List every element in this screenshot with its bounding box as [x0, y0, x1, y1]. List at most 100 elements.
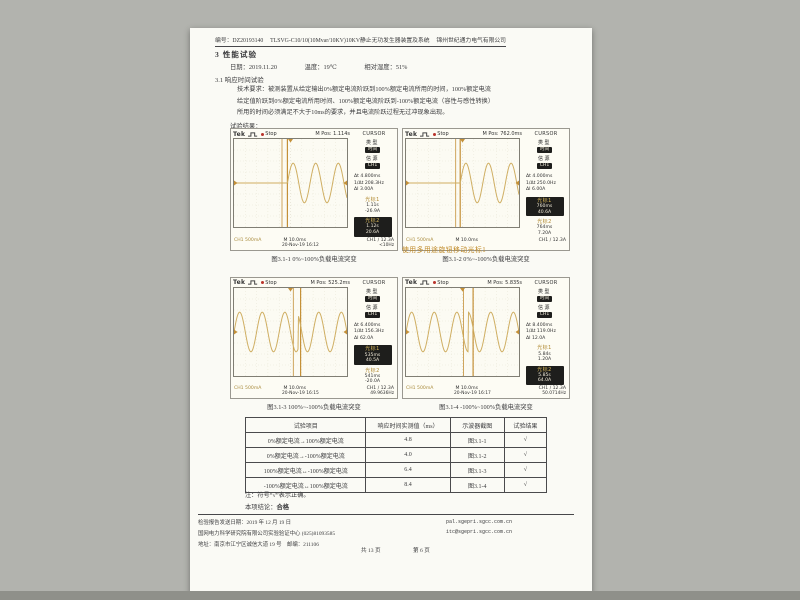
graticule: [405, 286, 520, 377]
subsection-heading: 3.1 响应时间试验: [215, 77, 264, 84]
cursor-menu-title: CURSOR: [534, 131, 558, 137]
test-temperature: 温度：19℃: [304, 64, 337, 71]
cursor-menu-panel: 类型 时间 信源 CH1 Δt 4.000ms 1/Δt 250.0Hz ΔI 6.…: [522, 138, 567, 237]
table-cell: 4.8: [365, 432, 451, 448]
cursor-type-label: 类型: [365, 288, 379, 295]
scope-body: 类型 时间 信源 CH1 Δt 8.400ms 1/Δt 119.0Hz ΔI 12…: [405, 286, 567, 386]
total-pages: 共 13 页: [361, 548, 381, 554]
tek-logo: Tek: [233, 130, 246, 138]
graticule: [405, 138, 520, 228]
delta-readouts: Δt 4.800ms 1/Δt 208.3Hz ΔI 3.00A: [350, 173, 384, 194]
technical-requirements: 技术要求：被测装置从给定输出0%额定电流阶跃到100%额定电流所用的时间，100…: [237, 84, 491, 119]
cursor2-readout: 光标2 764ms 7.20A: [526, 219, 564, 237]
trigger-level-label: CH1 ∕ 12.3A: [366, 386, 394, 392]
cursor2-label: 光标2: [537, 366, 552, 373]
cursor2-readout: 光标2 5.85s 64.0A: [525, 365, 564, 386]
conclusion-value: 合格: [276, 504, 290, 511]
scope-status-bar: CH1 500mA M 10.0ms CH1 ∕ 12.3A: [233, 237, 395, 243]
table-cell: 图3.1-4: [449, 477, 505, 493]
oscilloscope-screenshot: Tek Stop M Pos: 1.114s CURSOR 类型 时间 信源 C…: [230, 128, 398, 251]
stop-label: Stop: [437, 279, 449, 286]
conclusion: 本项结论：合格: [245, 502, 289, 511]
channel-scale-label: CH1 500mA: [234, 237, 262, 243]
cursor1-label: 光标1: [365, 196, 380, 203]
email-address-2: itc@sgepri.sgcc.com.cn: [445, 528, 512, 535]
stop-indicator: Stop: [261, 279, 277, 286]
cursor-type-value: 时间: [536, 147, 553, 153]
scope-status-bar: CH1 500mA M 10.0ms CH1 ∕ 12.3A: [233, 385, 395, 391]
cursor2-time: 5.85s: [538, 372, 551, 378]
cursor2-label: 光标2: [365, 217, 380, 224]
table-cell: 图3.1-2: [449, 447, 505, 463]
datetime-label: 20-Nov-19 16:17: [454, 391, 491, 397]
oscilloscope-screenshot: Tek Stop M Pos: 762.0ms CURSOR 类型 时间 信源 …: [402, 128, 570, 251]
cursor1-value: 40.6A: [537, 209, 552, 215]
record-dot-icon: [433, 132, 437, 136]
table-cell: 0%额定电流→-100%额定电流: [244, 447, 367, 463]
cursor-source-value: CH1: [364, 163, 381, 169]
datetime-label: 20-Nov-19 16:15: [282, 391, 319, 397]
figure-caption: 图3.1-4 -100%~100%负载电流突变: [439, 404, 533, 412]
current-page: 第 6 页: [413, 548, 430, 554]
cursor1-time: 760ms: [536, 203, 553, 209]
channel-scale-label: CH1 500mA: [406, 237, 434, 243]
cursor1-label: 光标1: [537, 345, 552, 352]
report-page: 编号：DZ20193140 TLSVG-C10/10(10Mvar/10KV)1…: [190, 28, 592, 594]
record-dot-icon: [261, 132, 265, 136]
table-cell: 图3.1-3: [449, 462, 505, 478]
cursor-menu-panel: 类型 时间 信源 CH1 Δt 8.400ms 1/Δt 119.0Hz ΔI 12…: [522, 287, 567, 386]
tech-req-text: 被测装置从给定输出0%额定电流阶跃到100%额定电流所用的时间，100%额定电流…: [237, 86, 491, 116]
delta-readout-line: ΔI 62.0A: [354, 336, 374, 342]
stop-label: Stop: [265, 279, 277, 286]
figure-caption: 图3.1-3 100%~-100%负载电流突变: [267, 404, 361, 412]
delta-readouts: Δt 4.000ms 1/Δt 250.0Hz ΔI 6.00A: [522, 173, 556, 194]
cursor2-time: 764ms: [536, 225, 553, 231]
note-text: 注：符号“√”表示正确。: [245, 492, 310, 499]
graticule: [233, 138, 348, 228]
trigger-level-label: CH1 ∕ 12.3A: [366, 237, 394, 243]
scope-status-bar-2: 20-Nov-19 16:12 <10Hz: [233, 243, 395, 248]
section-heading: 3 性能试验: [215, 50, 258, 59]
scopes-grid: Tek Stop M Pos: 1.114s CURSOR 类型 时间 信源 C…: [230, 128, 570, 411]
table-cell: 0%额定电流→100%额定电流: [244, 432, 367, 448]
report-send-date: 检验报告发送日期：2019 年 12 月 19 日: [198, 520, 291, 526]
oscilloscope-screenshot: Tek Stop M Pos: 525.2ms CURSOR 类型 时间 信源 …: [230, 276, 398, 400]
m-pos-readout: M Pos: 1.114s: [315, 131, 350, 137]
email-address-1: pal.sgepri.sgcc.com.cn: [445, 519, 512, 525]
table-header-cell: 响应时间实测值（ms）: [365, 417, 451, 433]
scope-body: 类型 时间 信源 CH1 Δt 4.800ms 1/Δt 208.3Hz ΔI 3.…: [233, 138, 395, 237]
scope-figure: Tek Stop M Pos: 5.835s CURSOR 类型 时间 信源 C…: [402, 276, 570, 412]
cursor-source-label: 信源: [365, 304, 379, 311]
delta-readout-line: Δt 4.000ms: [526, 173, 553, 179]
scope-body: 类型 时间 信源 CH1 Δt 6.400ms 1/Δt 156.3Hz ΔI 62…: [233, 286, 395, 386]
cursor2-value: 64.0A: [537, 378, 552, 384]
delta-readout-line: 1/Δt 156.3Hz: [354, 329, 384, 335]
cursor-menu-panel: 类型 时间 信源 CH1 Δt 4.800ms 1/Δt 208.3Hz ΔI 3.…: [350, 138, 395, 237]
cursor2-value: 20.6A: [365, 229, 380, 235]
record-dot-icon: [261, 281, 265, 285]
org-name: 国网电力科学研究院有限公司实验验证中心 (025)81093585: [198, 531, 336, 537]
cursor1-readout: 光标1 535ms 40.5A: [353, 345, 392, 365]
stop-label: Stop: [265, 131, 277, 137]
table-cell: -100%额定电流↔100%额定电流: [244, 477, 367, 493]
scope-header: Tek Stop M Pos: 1.114s CURSOR: [233, 130, 395, 138]
doc-title: TLSVG-C10/10(10Mvar/10KV)10KV静止无功发生器装置及系…: [270, 38, 430, 44]
cursor2-time: 1.12s: [366, 224, 379, 230]
cursor-type-value: 时间: [536, 295, 553, 302]
m-pos-readout: M Pos: 762.0ms: [482, 131, 522, 137]
table-row: 100%额定电流↔-100%额定电流 6.4 图3.1-3 √: [244, 462, 548, 478]
cursor-source-value: CH1: [364, 311, 381, 318]
table-row: 0%额定电流→-100%额定电流 4.0 图3.1-2 √: [244, 447, 548, 463]
cursor-source-value: CH1: [536, 311, 553, 318]
cursor1-value: 40.5A: [365, 358, 380, 364]
cursor2-label: 光标2: [537, 218, 552, 225]
cursor1-value: 1.20A: [537, 357, 552, 363]
cursor-type-value: 时间: [364, 147, 381, 153]
page-footer: 检验报告发送日期：2019 年 12 月 19 日 国网电力科学研究院有限公司实…: [198, 514, 574, 554]
datetime-label: 20-Nov-19 16:12: [282, 242, 319, 248]
scope-header: Tek Stop M Pos: 5.835s CURSOR: [405, 279, 567, 287]
cursor-source-label: 信源: [537, 155, 551, 162]
cursor1-label: 光标1: [537, 197, 552, 204]
cursor-menu-panel: 类型 时间 信源 CH1 Δt 6.400ms 1/Δt 156.3Hz ΔI 62…: [350, 287, 395, 386]
